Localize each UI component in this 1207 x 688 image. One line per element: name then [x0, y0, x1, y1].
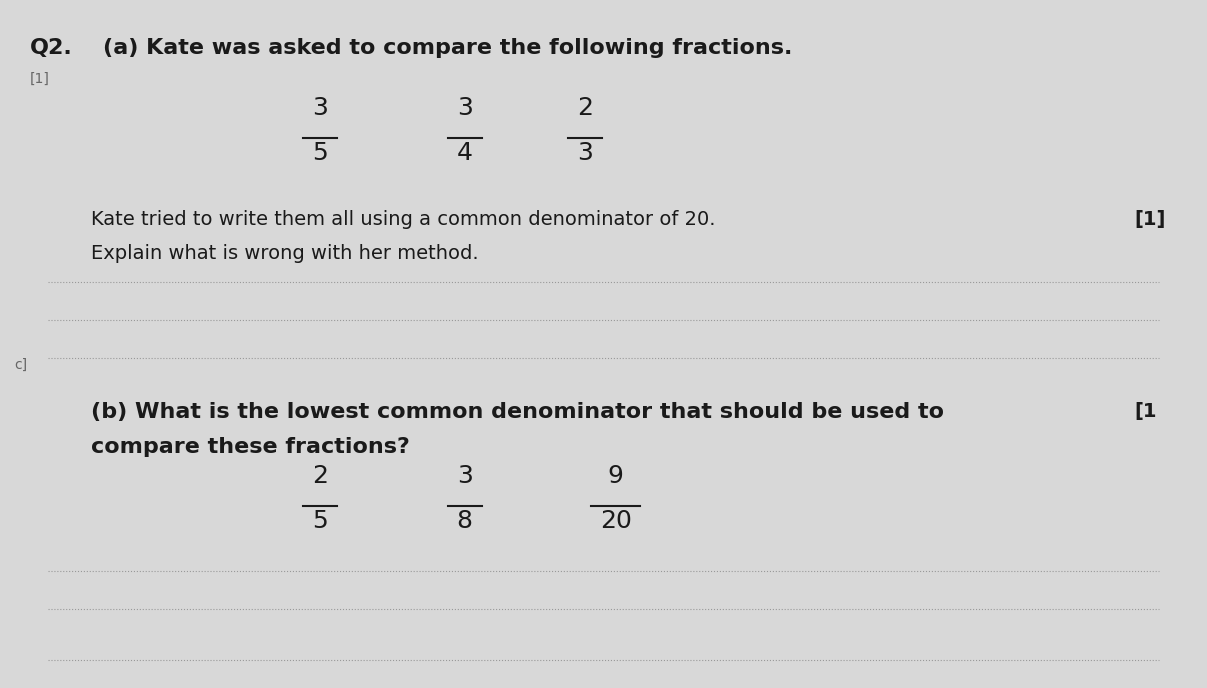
Text: 20: 20 [600, 509, 631, 533]
Text: 5: 5 [311, 141, 328, 165]
Text: 8: 8 [456, 509, 473, 533]
Text: Explain what is wrong with her method.: Explain what is wrong with her method. [91, 244, 478, 264]
Text: 5: 5 [311, 509, 328, 533]
Text: 3: 3 [311, 96, 328, 120]
Text: Kate tried to write them all using a common denominator of 20.: Kate tried to write them all using a com… [91, 210, 715, 229]
Text: 2: 2 [311, 464, 328, 488]
Text: [1]: [1] [30, 72, 49, 86]
Text: 3: 3 [456, 96, 473, 120]
Text: 2: 2 [577, 96, 594, 120]
Text: [1]: [1] [1135, 210, 1166, 229]
Text: (a) Kate was asked to compare the following fractions.: (a) Kate was asked to compare the follow… [103, 38, 792, 58]
Text: 3: 3 [577, 141, 594, 165]
Text: 3: 3 [456, 464, 473, 488]
Text: [1: [1 [1135, 402, 1158, 422]
Text: Q2.: Q2. [30, 38, 72, 58]
Text: c]: c] [14, 358, 28, 372]
Text: compare these fractions?: compare these fractions? [91, 437, 409, 457]
Text: 4: 4 [456, 141, 473, 165]
Text: 9: 9 [607, 464, 624, 488]
Text: (b) What is the lowest common denominator that should be used to: (b) What is the lowest common denominato… [91, 402, 944, 422]
